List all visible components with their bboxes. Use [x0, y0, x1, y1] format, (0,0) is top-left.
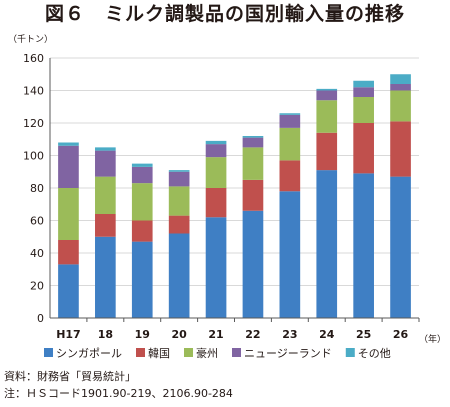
bar-segment — [205, 188, 227, 218]
legend-swatch — [232, 348, 241, 357]
bar-segment — [58, 142, 79, 146]
bar-segment — [58, 264, 79, 318]
bar-segment — [390, 74, 411, 84]
bar-segment — [205, 217, 227, 318]
y-tick-label: 60 — [30, 215, 44, 228]
y-tick-label: 140 — [23, 85, 44, 98]
axes: 0 20 40 60 80 100 120 140 160 H17 18 19 20 21 22 23 24 25… — [23, 52, 420, 341]
bar-segment — [279, 191, 301, 318]
y-tick-label: 0 — [37, 312, 44, 325]
y-tick-label: 20 — [30, 280, 44, 293]
x-tick-label: 23 — [282, 328, 297, 341]
bar-segment — [58, 145, 79, 188]
bar-segment — [279, 127, 301, 161]
x-tick-label: 24 — [319, 328, 335, 341]
x-tick-label: 19 — [135, 328, 150, 341]
legend-label: 韓国 — [148, 347, 170, 360]
legend: シンガポール 韓国 豪州 ニュージーランド その他 — [44, 346, 391, 360]
bar-segment — [168, 171, 190, 187]
y-axis-unit: （千トン） — [8, 34, 53, 45]
bar-segment — [353, 173, 374, 318]
legend-swatch — [345, 348, 355, 357]
x-tick-label: 26 — [393, 328, 409, 341]
legend-swatch — [136, 348, 145, 357]
x-tick-label: 25 — [356, 328, 371, 341]
bar-segment — [95, 150, 116, 177]
x-tick-label: H17 — [56, 328, 81, 341]
source-text: 資料：財務省「貿易統計」 — [4, 370, 136, 383]
legend-label: シンガポール — [56, 347, 122, 360]
y-tick-label: 80 — [30, 182, 44, 195]
bar-segment — [205, 144, 227, 158]
bar-segment — [353, 80, 374, 88]
bar-segment — [242, 147, 264, 180]
legend-swatch — [184, 348, 193, 357]
y-tick-label: 120 — [23, 117, 44, 130]
bar-segment — [316, 100, 338, 133]
bar-segment — [58, 188, 79, 240]
bar-segment — [168, 233, 190, 318]
bar-segment — [205, 140, 227, 145]
bar-segment — [168, 215, 190, 234]
bar-segment — [390, 121, 411, 177]
bar-segment — [390, 84, 411, 91]
x-tick-label: 20 — [171, 328, 187, 341]
stacked-bar-chart: （千トン） （年） 0 20 40 60 80 100 120 140 160 H17 18 19 20… — [8, 34, 446, 360]
legend-label: その他 — [358, 347, 391, 360]
bar-segment — [316, 88, 338, 91]
bar-segment — [95, 176, 116, 214]
bar-segment — [279, 160, 301, 192]
legend-label: ニュージーランド — [244, 347, 332, 360]
bar-segment — [131, 220, 153, 242]
bar-segment — [242, 137, 264, 148]
bar-segment — [390, 90, 411, 122]
legend-label: 豪州 — [196, 346, 218, 360]
chart-title: 図６ ミルク調製品の国別輸入量の推移 — [44, 3, 405, 25]
x-tick-label: 21 — [208, 328, 223, 341]
note-text: 注：ＨＳコード1901.90-219、2106.90-284 — [4, 387, 233, 400]
bars — [58, 74, 411, 318]
bar-segment — [279, 114, 301, 128]
bar-segment — [131, 166, 153, 184]
bar-segment — [242, 179, 264, 211]
bar-segment — [316, 132, 338, 171]
legend-swatch — [44, 348, 53, 357]
bar-segment — [131, 163, 153, 167]
bar-segment — [168, 170, 190, 172]
bar-segment — [353, 123, 374, 174]
x-tick-label: 22 — [245, 328, 260, 341]
bar-segment — [58, 240, 79, 265]
bar-segment — [131, 241, 153, 318]
y-tick-label: 100 — [23, 150, 44, 163]
bar-segment — [131, 183, 153, 221]
bar-segment — [316, 170, 338, 318]
bar-segment — [168, 186, 190, 216]
bar-segment — [353, 97, 374, 123]
bar-segment — [316, 90, 338, 101]
bar-segment — [242, 210, 264, 318]
y-tick-label: 40 — [30, 247, 44, 260]
bar-segment — [95, 147, 116, 151]
bar-segment — [95, 214, 116, 237]
bar-segment — [242, 136, 264, 138]
bar-segment — [95, 236, 116, 318]
bar-segment — [353, 87, 374, 97]
x-tick-label: 18 — [98, 328, 113, 341]
x-axis-unit: （年） — [419, 333, 446, 345]
bar-segment — [390, 176, 411, 318]
bar-segment — [205, 157, 227, 188]
y-tick-label: 160 — [23, 52, 44, 65]
bar-segment — [279, 113, 301, 115]
